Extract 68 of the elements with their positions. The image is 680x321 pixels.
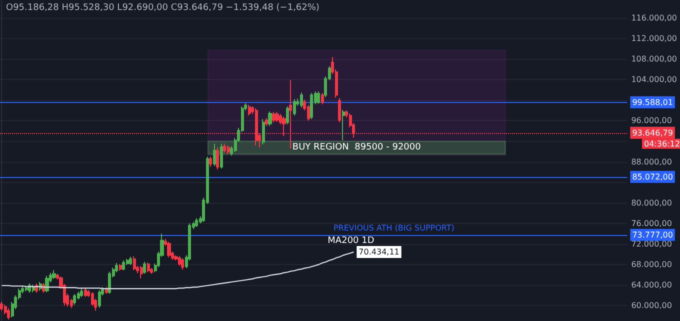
ref-line-label: 73.777,00 <box>632 230 673 240</box>
ref-line-label: 99.588,01 <box>632 98 673 107</box>
candlestick <box>0 300 3 312</box>
candlestick <box>310 92 313 120</box>
candlestick <box>129 256 132 266</box>
candlestick <box>213 143 216 166</box>
candlestick <box>122 260 125 271</box>
candlestick <box>227 144 230 155</box>
text: 04:36:12 <box>644 139 680 148</box>
candlestick <box>321 92 324 105</box>
candlestick <box>140 266 143 279</box>
candlestick <box>286 106 289 125</box>
candlestick <box>300 92 303 108</box>
candlestick <box>119 263 122 272</box>
candlestick <box>80 288 83 298</box>
y-tick-label: 112.000,00 <box>631 34 678 44</box>
candlestick <box>262 118 265 145</box>
candlestick <box>25 286 28 292</box>
candlestick <box>32 284 35 293</box>
y-tick-label: 72.000,00 <box>631 239 672 248</box>
y-tick-label: 60.000,00 <box>631 301 672 310</box>
candlestick <box>181 258 184 270</box>
candlestick <box>338 98 341 123</box>
y-tick-label: 104.000,00 <box>631 75 678 84</box>
candlestick <box>84 288 87 298</box>
candlestick <box>98 290 101 308</box>
candlestick <box>126 258 129 266</box>
candlestick <box>7 308 10 320</box>
band-label: BUY REGION 89500 - 92000 <box>292 142 422 153</box>
candlestick <box>272 111 275 123</box>
candlestick <box>178 256 181 266</box>
ref-line-label: 93.646,79 <box>632 128 673 138</box>
y-tick-label: 64.000,00 <box>631 280 672 290</box>
candlestick <box>108 271 111 294</box>
candlestick <box>317 90 320 104</box>
data-label: 70.434,11 <box>358 248 400 256</box>
candlestick <box>147 262 150 273</box>
ref-line-label: 85.072,00 <box>632 172 673 182</box>
candlestick <box>223 143 226 154</box>
line-series <box>1 251 354 290</box>
candlestick <box>195 218 198 228</box>
candlestick <box>293 98 296 116</box>
candlestick <box>209 156 212 168</box>
y-tick-label: 88.000,00 <box>631 157 672 166</box>
candlestick <box>70 298 73 309</box>
series-label: MA200 1D <box>328 236 374 246</box>
y-tick-label: 68.000,00 <box>631 260 672 270</box>
candlestick <box>275 111 279 122</box>
y-tick-label: 116.000,00 <box>631 13 678 22</box>
candlestick <box>105 286 108 294</box>
candlestick <box>216 146 219 170</box>
candlestick <box>167 241 171 258</box>
y-tick-label: 108.000,00 <box>631 54 678 64</box>
candlestick <box>52 270 56 280</box>
candlestick <box>342 109 345 141</box>
y-tick-label: 76.000,00 <box>631 218 672 228</box>
candlestick <box>143 261 146 274</box>
candlestick <box>133 256 136 271</box>
chart-subtitle: O95.186,28 H95.528,30 L92.690,00 C93.646,79 −1.539,48 (−1,62%) <box>6 3 320 13</box>
candlestick <box>248 104 251 116</box>
candlestick <box>73 294 76 306</box>
annotation: PREVIOUS ATH (BIG SUPPORT) <box>333 223 454 232</box>
y-tick-label: 80.000,00 <box>631 198 672 208</box>
y-tick-label: 96.000,00 <box>631 116 672 126</box>
candlestick <box>265 118 268 126</box>
candlestick <box>220 143 223 169</box>
candlestick <box>91 292 94 306</box>
candlestick <box>268 110 272 126</box>
